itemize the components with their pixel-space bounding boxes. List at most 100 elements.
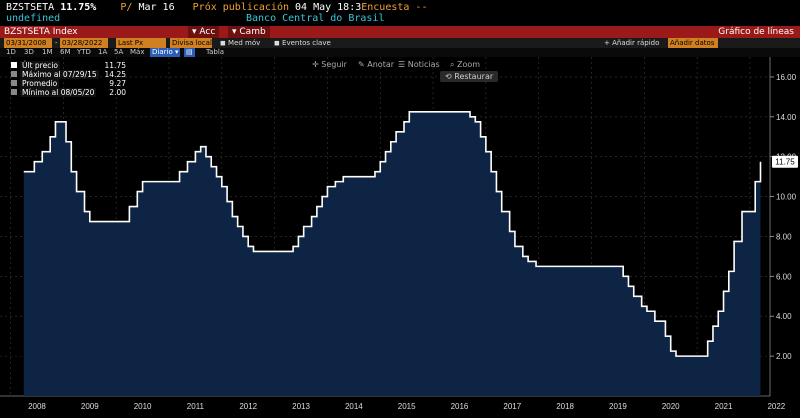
legend-label: Máximo al 07/29/15 [20, 70, 99, 79]
legend-value: 14.25 [104, 70, 126, 79]
restore-button[interactable]: ⟲ Restaurar [440, 71, 499, 82]
period-6m[interactable]: 6M [60, 48, 71, 56]
actions-menu-button[interactable]: ▾ Acc [188, 26, 220, 38]
key-events-toggle[interactable]: ◼ Eventos clave [272, 38, 333, 48]
annotate-button[interactable]: ✎ Anotar [358, 60, 394, 69]
field-selector[interactable]: Last Px [116, 38, 166, 48]
frequency-label: Diario [152, 48, 173, 56]
x-tick-label: 2013 [292, 402, 310, 411]
period-5a[interactable]: 5A [114, 48, 124, 56]
checkbox-icon: ◼ [274, 39, 283, 47]
magnifier-icon: ⌕ [450, 60, 458, 69]
news-button[interactable]: ☰ Noticias [398, 60, 440, 69]
moving-average-toggle[interactable]: ◼ Med móv [218, 38, 262, 48]
x-tick-label: 2012 [239, 402, 257, 411]
dropdown-icon: ▾ [192, 27, 200, 37]
x-tick-label: 2014 [345, 402, 363, 411]
y-tick-label: 14.00 [776, 113, 797, 122]
dropdown-icon: ▾ [232, 27, 240, 37]
legend-value: 9.27 [109, 79, 126, 88]
controls-bar: 03/31/2008 - 03/28/2022 Last Px Divisa l… [0, 38, 800, 48]
news-icon: ☰ [398, 60, 408, 69]
legend-row-avg[interactable]: Promedio 9.27 [8, 79, 126, 88]
period-max[interactable]: Máx [130, 48, 145, 56]
legend-label: Mínimo al 08/05/20 [20, 88, 97, 97]
header-line-2: undefined Banco Central do Brasil [6, 13, 384, 24]
period-bar: 1D 3D 1M 6M YTD 1A 5A Máx Diario ▾ ▤ Tab… [0, 48, 800, 57]
rate-chart[interactable]: 2.004.006.008.0010.0012.0014.0016.002008… [0, 57, 800, 418]
header-sub-left: undefined [6, 13, 61, 24]
change-prefix: P/ [120, 2, 133, 13]
x-tick-label: 2010 [134, 402, 152, 411]
chart-type-label: Gráfico de líneas [718, 27, 794, 37]
security-header: BZSTSETA 11.75% P/ Mar 16 Próx publicaci… [0, 0, 800, 26]
period-1d[interactable]: 1D [6, 48, 16, 56]
y-tick-label: 16.00 [776, 73, 797, 82]
x-tick-label: 2019 [609, 402, 627, 411]
pencil-icon: ✎ [358, 60, 368, 69]
period-3d[interactable]: 3D [24, 48, 34, 56]
frequency-selector[interactable]: Diario ▾ [150, 48, 181, 57]
next-release-date: 04 May 18:3 [295, 2, 362, 13]
table-label[interactable]: Tabla [206, 48, 225, 56]
legend-row-min[interactable]: Mínimo al 08/05/20 2.00 [8, 88, 126, 97]
table-toggle-icon[interactable]: ▤ [184, 48, 195, 57]
start-date-field[interactable]: 03/31/2008 [4, 38, 52, 48]
survey-label: Encuesta -- [361, 2, 428, 13]
y-tick-label: 6.00 [776, 272, 792, 281]
chart-title-bar: BZSTSETA Index ▾ Acc ▾ Camb Gráfico de l… [0, 26, 800, 38]
currency-selector[interactable]: Divisa local [170, 38, 212, 48]
legend-swatch [11, 89, 17, 95]
index-name[interactable]: BZSTSETA Index [4, 27, 78, 37]
x-tick-label: 2008 [28, 402, 46, 411]
legend-row-last[interactable]: Últ precio 11.75 [8, 61, 126, 70]
restore-label: Restaurar [454, 72, 494, 81]
plus-icon: + [604, 39, 613, 47]
quick-add-button[interactable]: + Añadir rápido [602, 38, 661, 48]
last-value-label: 11.75 [775, 158, 795, 167]
legend-row-max[interactable]: Máximo al 07/29/15 14.25 [8, 70, 126, 79]
edit-label: Camb [239, 27, 266, 37]
series-line [23, 111, 762, 357]
x-tick-label: 2018 [556, 402, 574, 411]
ticker[interactable]: BZSTSETA [6, 2, 55, 13]
legend-swatch [11, 71, 17, 77]
end-date-field[interactable]: 03/28/2022 [60, 38, 108, 48]
legend-value: 2.00 [109, 88, 126, 97]
chart-legend: Últ precio 11.75 Máximo al 07/29/15 14.2… [8, 61, 126, 97]
x-tick-label: 2016 [451, 402, 469, 411]
follow-button[interactable]: ✛ Seguir [312, 60, 347, 69]
last-price: 11.75% [60, 2, 97, 13]
x-tick-label: 2011 [187, 402, 205, 411]
moving-average-label: Med móv [228, 39, 261, 47]
legend-value: 11.75 [104, 61, 126, 70]
zoom-button[interactable]: ⌕ Zoom [450, 60, 480, 70]
y-tick-label: 4.00 [776, 312, 792, 321]
legend-swatch [11, 80, 17, 86]
follow-label: Seguir [321, 60, 347, 69]
period-1m[interactable]: 1M [42, 48, 53, 56]
quick-add-label: Añadir rápido [612, 39, 660, 47]
legend-label: Promedio [20, 79, 60, 88]
period-1a[interactable]: 1A [98, 48, 108, 56]
annotate-label: Anotar [367, 60, 395, 69]
x-tick-label: 2009 [81, 402, 99, 411]
add-data-field[interactable]: Añadir datos [668, 38, 718, 48]
edit-menu-button[interactable]: ▾ Camb [228, 26, 270, 38]
zoom-label: Zoom [457, 60, 481, 69]
dropdown-icon: ▾ [172, 48, 179, 56]
news-label: Noticias [407, 60, 440, 69]
y-tick-label: 10.00 [776, 193, 797, 202]
period-ytd[interactable]: YTD [77, 48, 91, 56]
actions-label: Acc [199, 27, 216, 37]
source-name: Banco Central do Brasil [246, 13, 385, 24]
legend-label: Últ precio [20, 61, 60, 70]
next-release-label: Próx publicación [192, 2, 289, 13]
last-value-tag [772, 155, 798, 168]
x-tick-label: 2022 [767, 402, 785, 411]
reset-icon: ⟲ [445, 72, 455, 81]
x-tick-label: 2015 [398, 402, 416, 411]
y-tick-label: 2.00 [776, 352, 792, 361]
legend-swatch [11, 62, 17, 68]
crosshair-icon: ✛ [312, 60, 322, 69]
